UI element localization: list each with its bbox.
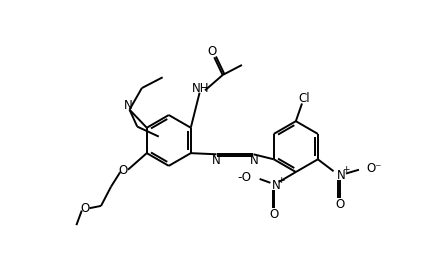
Text: NH: NH [192, 82, 209, 95]
Text: O: O [207, 45, 217, 58]
Text: N: N [272, 179, 281, 192]
Text: O⁻: O⁻ [367, 162, 382, 175]
Text: +: + [277, 176, 285, 185]
Text: N: N [212, 154, 220, 167]
Text: N: N [250, 154, 258, 167]
Text: O: O [335, 198, 344, 211]
Text: O: O [119, 164, 128, 177]
Text: Cl: Cl [298, 92, 310, 105]
Text: N: N [123, 99, 132, 112]
Text: O: O [270, 208, 279, 221]
Text: O: O [80, 202, 89, 215]
Text: N: N [337, 169, 346, 182]
Text: -O: -O [237, 171, 251, 184]
Text: +: + [342, 165, 350, 174]
